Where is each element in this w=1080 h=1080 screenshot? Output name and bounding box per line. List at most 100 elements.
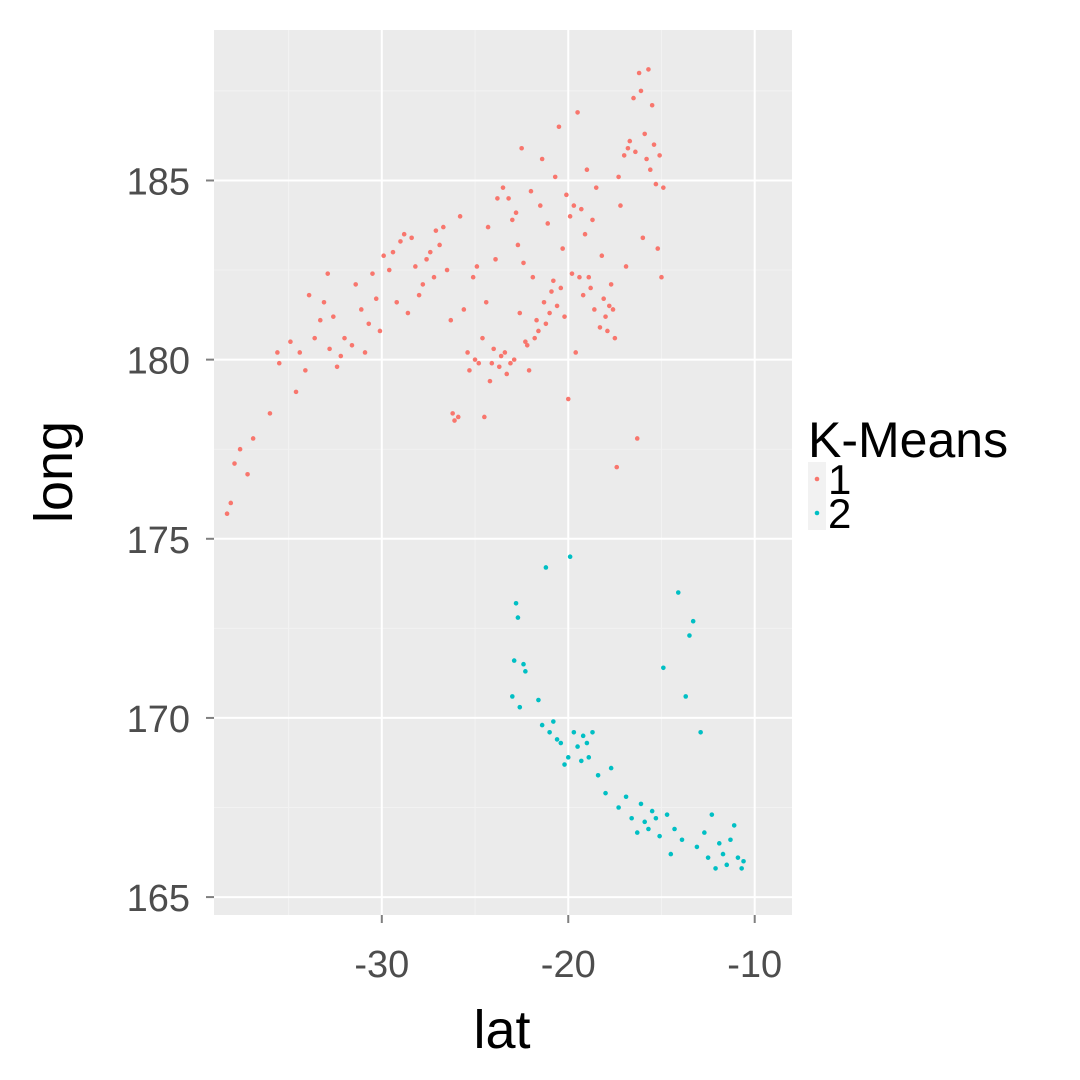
data-point [461, 307, 467, 312]
data-point [303, 368, 308, 373]
data-point [556, 124, 562, 130]
data-point [627, 138, 633, 144]
data-point [547, 729, 552, 735]
data-points [224, 67, 746, 871]
data-point [741, 858, 746, 864]
data-point [504, 371, 510, 377]
data-point [448, 317, 454, 323]
data-point [558, 740, 564, 746]
data-point [390, 249, 396, 255]
data-point [472, 357, 478, 362]
data-point [485, 224, 491, 230]
data-point [420, 282, 426, 287]
y-tick-label: 175 [127, 520, 190, 562]
data-point [427, 249, 433, 255]
data-point [358, 307, 364, 312]
data-point [508, 360, 513, 366]
data-point [614, 464, 620, 470]
data-point [450, 411, 455, 416]
data-point [612, 335, 618, 341]
data-point [237, 446, 243, 452]
data-point [584, 740, 590, 746]
data-point [595, 772, 601, 778]
data-point [317, 317, 323, 323]
data-point [573, 350, 579, 355]
data-point [515, 242, 521, 248]
data-point [633, 149, 638, 155]
grid-major [214, 30, 792, 915]
data-point [653, 181, 659, 187]
data-point [528, 188, 534, 194]
data-point [349, 343, 355, 348]
data-point [558, 285, 564, 291]
data-point [517, 704, 523, 710]
data-point [338, 353, 344, 359]
data-point [601, 296, 606, 302]
data-point [470, 274, 476, 280]
legend-item-2: 2 [808, 490, 851, 537]
data-point [536, 328, 541, 334]
data-point [377, 328, 383, 334]
data-point [482, 414, 487, 420]
data-point [457, 214, 463, 219]
data-point [623, 264, 629, 269]
data-point [642, 131, 648, 137]
data-point [636, 70, 642, 76]
data-point [605, 328, 610, 334]
data-point [539, 722, 545, 728]
data-point [562, 314, 567, 319]
data-point [661, 185, 666, 190]
data-point [523, 339, 528, 345]
data-point [554, 737, 560, 742]
data-point [571, 729, 577, 735]
x-axis-title: lat [473, 1000, 530, 1060]
data-point [610, 307, 616, 312]
data-point [584, 167, 590, 173]
data-point [649, 808, 655, 814]
data-point [551, 278, 556, 284]
data-point [571, 203, 577, 208]
data-point [511, 658, 517, 663]
data-point [575, 110, 580, 115]
data-point [517, 310, 523, 316]
data-point [250, 436, 256, 441]
data-point [513, 600, 519, 606]
data-point [551, 719, 556, 724]
data-point [625, 145, 631, 151]
data-point [647, 167, 653, 173]
data-point [702, 830, 707, 835]
data-point [659, 274, 664, 280]
x-tick-label: -20 [541, 944, 596, 986]
data-point [675, 590, 681, 595]
data-point [498, 353, 504, 359]
data-point [524, 343, 530, 348]
data-point [537, 203, 543, 208]
data-point [276, 360, 282, 366]
data-point [720, 851, 726, 857]
y-axis-ticks: 165 170 175 180 185 [127, 161, 214, 920]
data-point [491, 346, 496, 352]
data-point [552, 174, 558, 180]
y-tick-label: 185 [127, 161, 190, 203]
data-point [569, 271, 575, 276]
data-point [228, 500, 234, 506]
data-point [590, 217, 595, 223]
data-point [321, 300, 327, 305]
data-point [398, 239, 403, 244]
data-point [728, 837, 733, 843]
data-point [672, 826, 677, 832]
data-point [683, 694, 689, 699]
data-point [547, 310, 552, 316]
data-point [565, 755, 571, 760]
data-point [409, 235, 414, 241]
data-point [334, 364, 340, 370]
data-point [511, 357, 517, 362]
data-point [713, 866, 718, 871]
data-point [444, 267, 450, 273]
data-point [608, 765, 614, 771]
series-1 [224, 67, 666, 517]
data-point [577, 274, 582, 280]
data-point [616, 174, 621, 180]
data-point [642, 819, 648, 825]
data-point [564, 192, 569, 198]
